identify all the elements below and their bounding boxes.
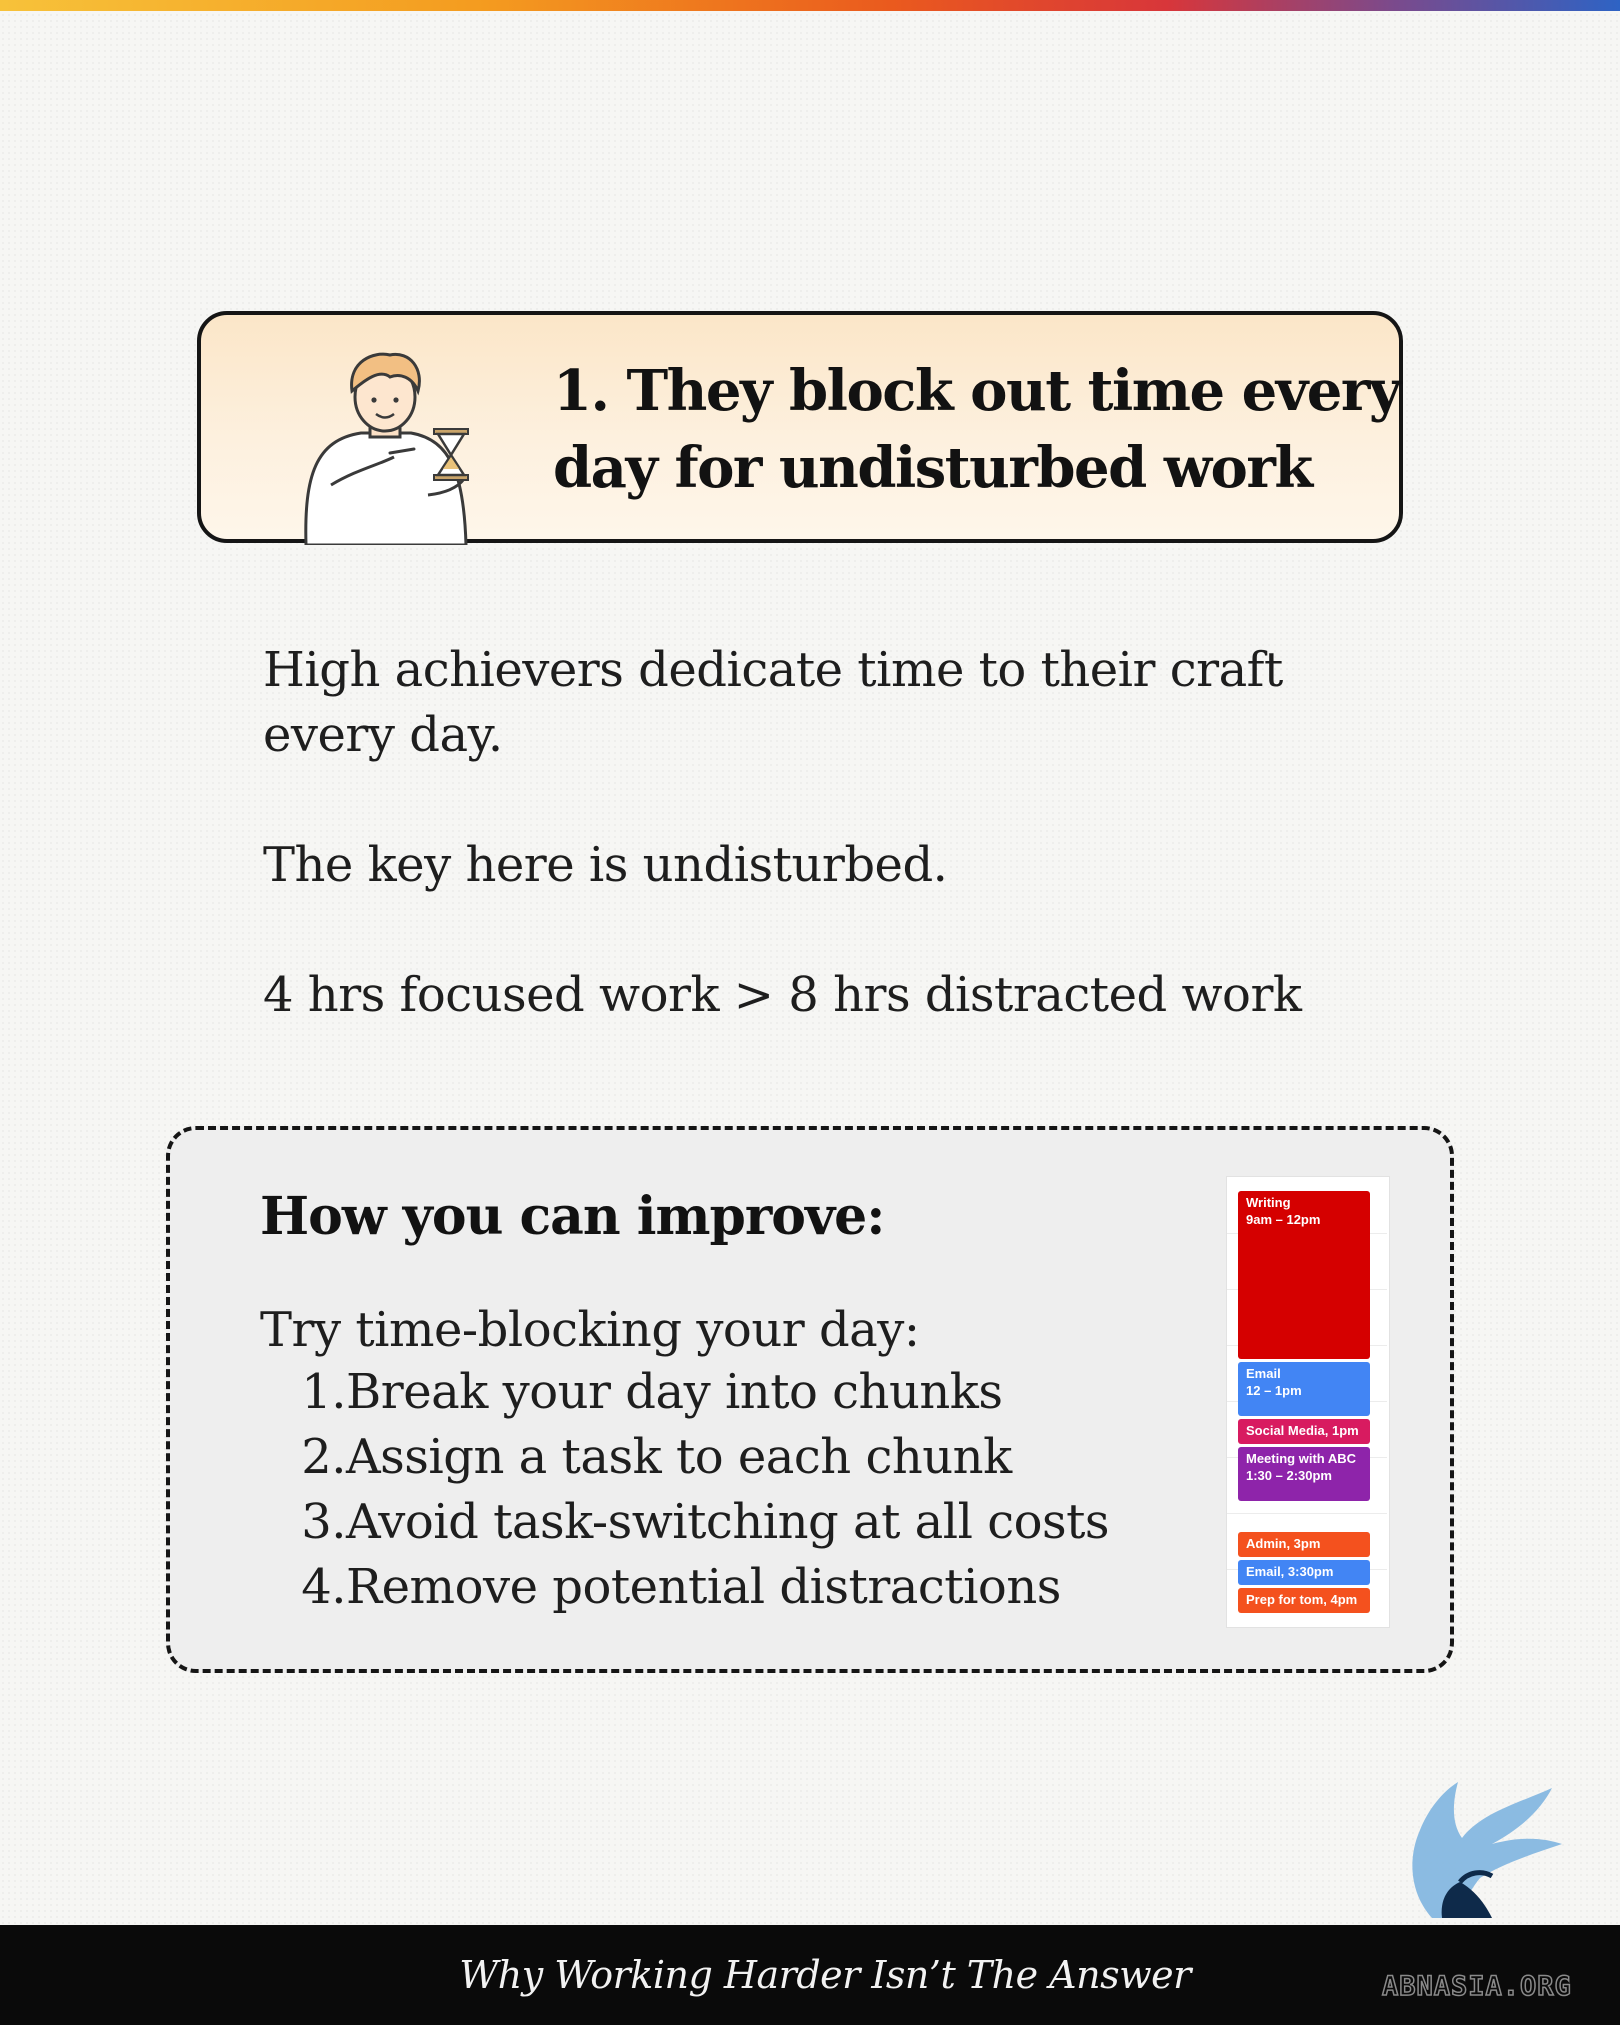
title-line: 1. They block out time every bbox=[553, 358, 1401, 424]
calendar-event: Email, 3:30pm bbox=[1238, 1560, 1370, 1585]
list-item: 2. Assign a task to each chunk bbox=[260, 1429, 1109, 1494]
watermark-text: ABNASIA.ORG bbox=[1381, 1970, 1572, 2003]
event-title: Prep for tom, 4pm bbox=[1246, 1592, 1358, 1607]
top-accent-bar bbox=[0, 0, 1620, 11]
body-paragraph: 4 hrs focused work > 8 hrs distracted wo… bbox=[263, 967, 1302, 1023]
event-title: Social Media, 1pm bbox=[1246, 1423, 1359, 1438]
body-paragraph: High achievers dedicate time to their cr… bbox=[263, 642, 1283, 698]
title-line: day for undisturbed work bbox=[553, 435, 1313, 501]
step-text: Avoid task-switching at all costs bbox=[346, 1494, 1110, 1550]
footer-title: Why Working Harder Isn’t The Answer bbox=[459, 1953, 1191, 1997]
improve-heading: How you can improve: bbox=[260, 1186, 885, 1247]
event-title: Admin, 3pm bbox=[1246, 1536, 1321, 1551]
steps-list: 1. Break your day into chunks 2. Assign a … bbox=[260, 1364, 1109, 1624]
event-time: 1:30 – 2:30pm bbox=[1246, 1468, 1332, 1483]
event-title: Writing bbox=[1246, 1195, 1291, 1210]
step-number: 4. bbox=[301, 1559, 346, 1615]
step-text: Assign a task to each chunk bbox=[346, 1429, 1012, 1485]
calendar-screenshot: Writing 9am – 12pm Email 12 – 1pm Social… bbox=[1226, 1176, 1390, 1628]
event-title: Meeting with ABC bbox=[1246, 1451, 1357, 1466]
body-paragraph: The key here is undisturbed. bbox=[263, 837, 948, 893]
list-item: 3. Avoid task-switching at all costs bbox=[260, 1494, 1109, 1559]
calendar-event: Writing 9am – 12pm bbox=[1238, 1191, 1370, 1359]
step-text: Break your day into chunks bbox=[346, 1364, 1003, 1420]
calendar-event: Prep for tom, 4pm bbox=[1238, 1588, 1370, 1613]
event-title: Email, 3:30pm bbox=[1246, 1564, 1334, 1579]
event-title: Email bbox=[1246, 1366, 1281, 1381]
list-item: 1. Break your day into chunks bbox=[260, 1364, 1109, 1429]
event-time: 12 – 1pm bbox=[1246, 1383, 1302, 1398]
step-number: 2. bbox=[301, 1429, 346, 1485]
body-paragraph: every day. bbox=[263, 707, 503, 763]
step-number: 3. bbox=[301, 1494, 346, 1550]
page-title: 1. They block out time every day for und… bbox=[553, 353, 1401, 507]
calendar-event: Admin, 3pm bbox=[1238, 1532, 1370, 1557]
title-card: 1. They block out time every day for und… bbox=[197, 311, 1403, 545]
step-text: Remove potential distractions bbox=[346, 1559, 1061, 1615]
event-time: 9am – 12pm bbox=[1246, 1212, 1321, 1227]
calendar-event: Meeting with ABC 1:30 – 2:30pm bbox=[1238, 1447, 1370, 1501]
person-holding-hourglass-illustration bbox=[304, 352, 469, 545]
griffin-logo-icon bbox=[1412, 1782, 1562, 1918]
calendar-event: Email 12 – 1pm bbox=[1238, 1362, 1370, 1416]
body-text: High achievers dedicate time to their cr… bbox=[263, 638, 1363, 1028]
improve-intro: Try time-blocking your day: bbox=[260, 1302, 920, 1358]
improve-box: How you can improve: Try time-blocking y… bbox=[166, 1126, 1454, 1673]
list-item: 4. Remove potential distractions bbox=[260, 1559, 1109, 1624]
footer-bar: Why Working Harder Isn’t The Answer ABNA… bbox=[0, 1925, 1620, 2025]
calendar-event: Social Media, 1pm bbox=[1238, 1419, 1370, 1444]
step-number: 1. bbox=[301, 1364, 346, 1420]
